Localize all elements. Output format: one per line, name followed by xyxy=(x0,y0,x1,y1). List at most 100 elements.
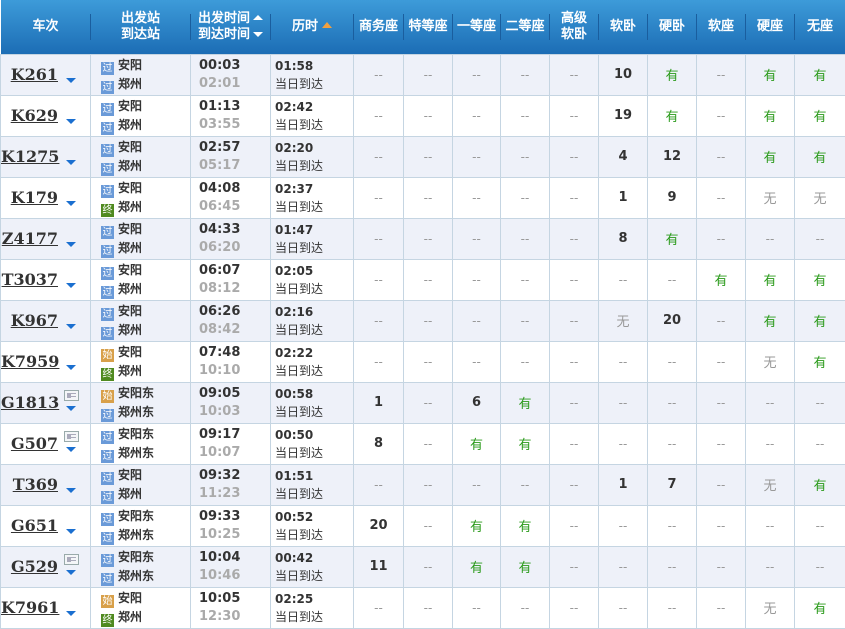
to-station: 郑州东 xyxy=(118,527,155,542)
seat-availability[interactable]: 无 xyxy=(745,463,795,506)
seat-availability[interactable]: 有 xyxy=(500,422,550,465)
train-number-link[interactable]: G507 xyxy=(10,434,58,453)
seat-availability: -- xyxy=(549,176,599,219)
seat-availability[interactable]: 有 xyxy=(500,504,550,547)
seat-availability[interactable]: 有 xyxy=(745,94,795,137)
seat-availability[interactable]: 7 xyxy=(647,463,697,506)
seat-availability[interactable]: 有 xyxy=(794,299,845,342)
seat-availability[interactable]: 20 xyxy=(647,299,697,342)
seat-availability[interactable]: 11 xyxy=(353,545,404,588)
chevron-down-icon[interactable] xyxy=(66,200,76,206)
seat-availability[interactable]: 1 xyxy=(598,176,648,219)
seat-availability[interactable]: 10 xyxy=(598,53,648,96)
train-number-link[interactable]: G1813 xyxy=(1,393,60,412)
train-number-link[interactable]: K967 xyxy=(10,311,58,330)
seat-availability[interactable]: 有 xyxy=(794,340,845,383)
seat-availability[interactable]: 无 xyxy=(745,176,795,219)
train-number-link[interactable]: K179 xyxy=(10,188,58,207)
seat-availability[interactable]: 有 xyxy=(452,504,501,547)
seat-availability: -- xyxy=(353,135,404,178)
arrival-day: 当日到达 xyxy=(275,445,324,460)
seat-availability[interactable]: 有 xyxy=(745,53,795,96)
seat-availability[interactable]: 有 xyxy=(452,422,501,465)
seat-availability[interactable]: 有 xyxy=(794,463,845,506)
seat-availability[interactable]: 有 xyxy=(452,545,501,588)
sort-asc-icon[interactable] xyxy=(322,21,332,28)
seat-availability[interactable]: 4 xyxy=(598,135,648,178)
seat-availability[interactable]: 有 xyxy=(745,258,795,301)
chevron-down-icon[interactable] xyxy=(66,364,76,370)
chevron-down-icon[interactable] xyxy=(66,77,76,83)
seat-availability[interactable]: 6 xyxy=(452,381,501,424)
seat-availability[interactable]: 9 xyxy=(647,176,697,219)
train-number-link[interactable]: K1275 xyxy=(1,147,60,166)
seat-availability[interactable]: 8 xyxy=(353,422,404,465)
seat-availability[interactable]: 无 xyxy=(745,340,795,383)
seat-availability[interactable]: 有 xyxy=(794,135,845,178)
seat-availability[interactable]: 有 xyxy=(794,94,845,137)
seat-availability[interactable]: 有 xyxy=(647,94,697,137)
sort-arr-label[interactable]: 到达时间 xyxy=(197,26,250,42)
seat-availability[interactable]: 有 xyxy=(647,217,697,260)
chevron-down-icon[interactable] xyxy=(66,528,76,534)
sort-dep-label[interactable]: 出发时间 xyxy=(197,10,250,26)
seat-availability[interactable]: 20 xyxy=(353,504,404,547)
seat-availability[interactable]: 19 xyxy=(598,94,648,137)
seat-availability[interactable]: 有 xyxy=(745,135,795,178)
train-cell: T369 xyxy=(0,463,91,506)
seat-availability[interactable]: 有 xyxy=(745,299,795,342)
seat-availability[interactable]: 1 xyxy=(598,463,648,506)
seat-availability: -- xyxy=(549,94,599,137)
sort-up-icon[interactable] xyxy=(253,14,263,20)
seat-availability: -- xyxy=(696,463,746,506)
train-number-link[interactable]: T3037 xyxy=(1,270,58,289)
stations-cell: 过安阳过郑州 xyxy=(90,299,191,342)
seat-availability: -- xyxy=(500,94,550,137)
seat-availability[interactable]: 有 xyxy=(500,545,550,588)
sort-down-icon[interactable] xyxy=(253,31,263,37)
train-number-link[interactable]: G651 xyxy=(10,516,58,535)
chevron-down-icon[interactable] xyxy=(66,159,76,165)
chevron-down-icon[interactable] xyxy=(66,405,76,411)
chevron-down-icon[interactable] xyxy=(66,323,76,329)
arrival-day: 当日到达 xyxy=(275,363,324,378)
train-number-link[interactable]: Z4177 xyxy=(1,229,58,248)
seat-availability[interactable]: 有 xyxy=(647,53,697,96)
arrival-day: 当日到达 xyxy=(275,240,324,255)
id-card-icon xyxy=(64,553,79,565)
seat-availability[interactable]: 无 xyxy=(598,299,648,342)
chevron-down-icon[interactable] xyxy=(66,282,76,288)
train-number-link[interactable]: T369 xyxy=(12,475,58,494)
station-type-badge: 始 xyxy=(101,594,114,608)
train-number-link[interactable]: K629 xyxy=(10,106,58,125)
seat-availability[interactable]: 12 xyxy=(647,135,697,178)
seat-availability[interactable]: 有 xyxy=(500,381,550,424)
chevron-down-icon[interactable] xyxy=(66,487,76,493)
seat-availability[interactable]: 1 xyxy=(353,381,404,424)
train-number-link[interactable]: K7959 xyxy=(1,352,60,371)
duration: 02:42 xyxy=(275,99,314,114)
chevron-down-icon[interactable] xyxy=(66,241,76,247)
seat-availability: -- xyxy=(794,545,845,588)
dep-time: 04:08 xyxy=(199,180,241,196)
seat-availability[interactable]: 有 xyxy=(794,258,845,301)
seat-availability: -- xyxy=(500,340,550,383)
chevron-down-icon[interactable] xyxy=(66,446,76,452)
seat-availability: -- xyxy=(452,463,501,506)
seat-availability[interactable]: 无 xyxy=(794,176,845,219)
train-number-link[interactable]: K261 xyxy=(10,65,58,84)
seat-availability[interactable]: 无 xyxy=(745,586,795,629)
train-number-link[interactable]: G529 xyxy=(10,557,58,576)
col-times[interactable]: 出发时间 到达时间 xyxy=(190,0,271,54)
chevron-down-icon[interactable] xyxy=(66,118,76,124)
train-number-link[interactable]: K7961 xyxy=(1,598,60,617)
col-duration[interactable]: 历时 xyxy=(270,0,354,54)
from-station: 安阳东 xyxy=(118,508,155,523)
seat-availability[interactable]: 有 xyxy=(794,53,845,96)
seat-availability[interactable]: 有 xyxy=(696,258,746,301)
seat-availability[interactable]: 8 xyxy=(598,217,648,260)
duration-label[interactable]: 历时 xyxy=(291,18,318,34)
chevron-down-icon[interactable] xyxy=(66,569,76,575)
chevron-down-icon[interactable] xyxy=(66,610,76,616)
seat-availability[interactable]: 有 xyxy=(794,586,845,629)
